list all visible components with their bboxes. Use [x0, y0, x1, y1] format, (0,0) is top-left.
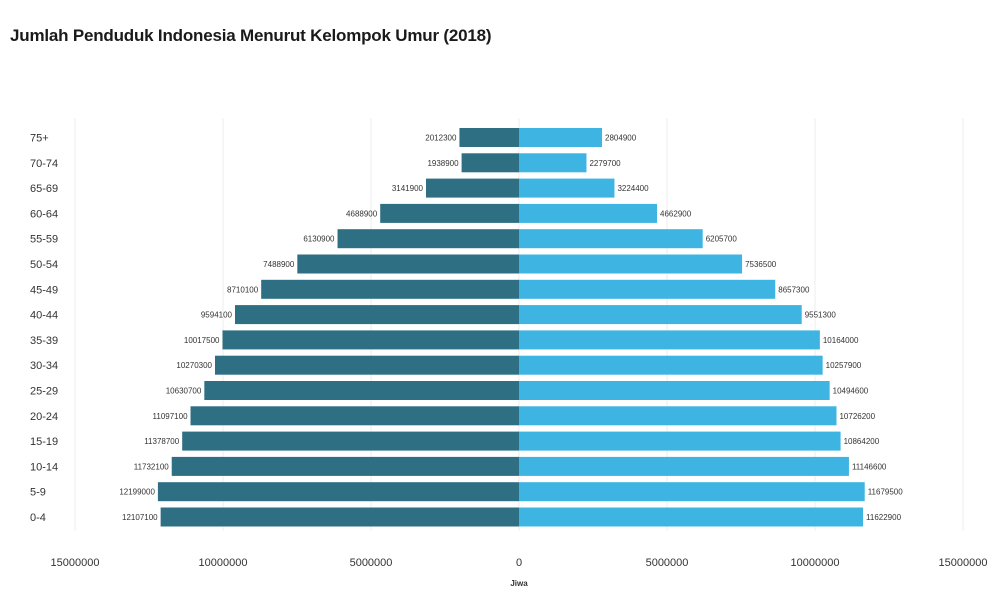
x-tick-label: 5000000 — [350, 557, 393, 569]
data-label-right: 4662900 — [660, 209, 692, 218]
bar-left — [461, 153, 519, 173]
bar-left — [204, 381, 519, 400]
bar-left — [171, 456, 519, 476]
bar-right — [519, 305, 802, 325]
data-label-right: 10164000 — [823, 336, 859, 345]
bar-left — [214, 355, 519, 375]
category-label: 75+ — [30, 133, 49, 145]
bar-right — [519, 330, 820, 350]
data-label-right: 10864200 — [844, 437, 880, 446]
data-label-left: 11378700 — [144, 437, 180, 446]
category-label: 20-24 — [30, 411, 58, 423]
bar-right — [519, 507, 864, 527]
x-axis-label: Jiwa — [510, 579, 528, 588]
bar-left — [459, 128, 519, 147]
data-label-left: 10630700 — [166, 387, 202, 396]
category-label: 10-14 — [30, 461, 58, 473]
bar-left — [235, 305, 519, 325]
data-label-right: 11146600 — [852, 462, 887, 471]
data-label-left: 3141900 — [392, 184, 424, 193]
bar-right — [519, 153, 587, 173]
category-label: 35-39 — [30, 335, 58, 347]
data-label-right: 9551300 — [805, 311, 837, 320]
x-tick-label: 10000000 — [199, 557, 248, 569]
bar-right — [519, 431, 841, 451]
x-tick-label: 5000000 — [646, 557, 689, 569]
bar-right — [519, 406, 837, 426]
data-label-left: 12107100 — [122, 513, 158, 522]
bar-right — [519, 178, 615, 198]
category-label: 40-44 — [30, 310, 58, 322]
category-label: 0-4 — [30, 512, 46, 524]
bar-right — [519, 128, 603, 147]
bar-right — [519, 482, 865, 502]
data-label-left: 2012300 — [425, 134, 457, 143]
data-label-right: 2279700 — [589, 159, 621, 168]
data-label-right: 10726200 — [839, 412, 875, 421]
category-label: 45-49 — [30, 284, 58, 296]
bar-right — [519, 456, 849, 476]
data-label-left: 11097100 — [153, 412, 189, 421]
data-label-left: 11732100 — [134, 462, 170, 471]
bar-left — [190, 406, 520, 426]
bar-right — [519, 355, 823, 375]
data-label-left: 6130900 — [303, 235, 335, 244]
category-label: 25-29 — [30, 386, 58, 398]
bar-left — [182, 431, 519, 451]
category-label: 70-74 — [30, 158, 58, 170]
chart-title: Jumlah Penduduk Indonesia Menurut Kelomp… — [10, 26, 492, 45]
data-label-right: 10494600 — [833, 387, 869, 396]
data-label-left: 1938900 — [427, 159, 459, 168]
bar-right — [519, 381, 830, 400]
bar-left — [297, 254, 519, 274]
data-label-right: 2804900 — [605, 134, 637, 143]
data-label-left: 8710100 — [227, 285, 259, 294]
bar-left — [160, 507, 520, 527]
x-tick-label: 10000000 — [791, 557, 840, 569]
x-tick-label: 0 — [516, 557, 522, 569]
data-label-right: 8657300 — [778, 285, 810, 294]
bar-left — [222, 330, 519, 350]
data-label-left: 4688900 — [346, 209, 378, 218]
category-label: 65-69 — [30, 183, 58, 195]
data-label-left: 10017500 — [184, 336, 220, 345]
bar-left — [261, 279, 519, 299]
category-label: 50-54 — [30, 259, 58, 271]
x-tick-label: 15000000 — [939, 557, 988, 569]
bar-right — [519, 254, 743, 274]
data-label-right: 11679500 — [868, 488, 904, 497]
bar-left — [380, 203, 519, 223]
category-label: 15-19 — [30, 436, 58, 448]
category-label: 55-59 — [30, 234, 58, 246]
data-label-right: 11622900 — [866, 513, 902, 522]
data-label-right: 10257900 — [826, 361, 862, 370]
bar-left — [337, 229, 519, 249]
bar-left — [157, 482, 519, 502]
category-label: 60-64 — [30, 208, 58, 220]
bar-right — [519, 279, 776, 299]
data-label-right: 3224400 — [617, 184, 649, 193]
category-label: 5-9 — [30, 487, 46, 499]
category-label: 30-34 — [30, 360, 58, 372]
bar-right — [519, 229, 703, 249]
data-label-left: 9594100 — [201, 311, 233, 320]
data-label-left: 7488900 — [263, 260, 295, 269]
data-label-left: 10270300 — [176, 361, 212, 370]
data-label-right: 6205700 — [706, 235, 738, 244]
bar-right — [519, 203, 658, 223]
x-tick-label: 15000000 — [51, 557, 100, 569]
bar-left — [425, 178, 519, 198]
data-label-right: 7536500 — [745, 260, 777, 269]
data-label-left: 12199000 — [119, 488, 155, 497]
